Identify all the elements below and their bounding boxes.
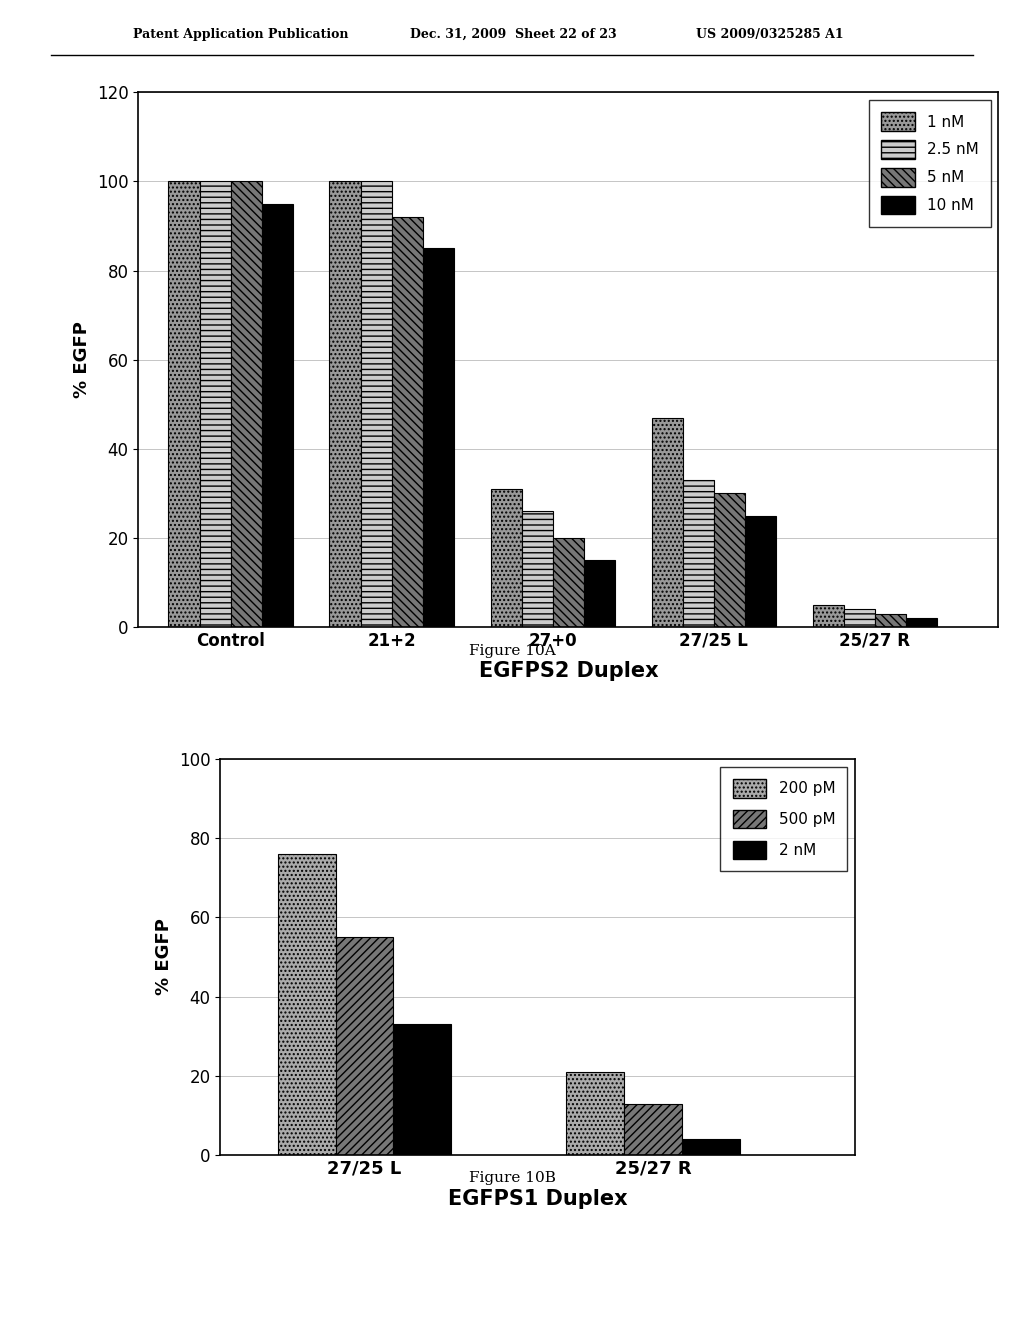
Bar [360, 181, 392, 627]
Bar [714, 494, 744, 627]
Text: Patent Application Publication: Patent Application Publication [133, 28, 348, 41]
Bar [874, 614, 906, 627]
Text: Figure 10B: Figure 10B [469, 1171, 555, 1185]
X-axis label: EGFPS1 Duplex: EGFPS1 Duplex [447, 1189, 628, 1209]
Bar [651, 417, 683, 627]
Bar [490, 488, 521, 627]
Text: US 2009/0325285 A1: US 2009/0325285 A1 [696, 28, 844, 41]
Bar [813, 605, 844, 627]
Text: Figure 10A: Figure 10A [469, 644, 555, 659]
Bar [566, 1072, 625, 1155]
Y-axis label: % EGFP: % EGFP [156, 919, 173, 995]
Bar [392, 216, 423, 627]
Legend: 200 pM, 500 pM, 2 nM: 200 pM, 500 pM, 2 nM [721, 767, 848, 871]
Bar [553, 539, 584, 627]
Bar [200, 181, 230, 627]
Bar [330, 181, 360, 627]
Bar [682, 1139, 739, 1155]
Y-axis label: % EGFP: % EGFP [73, 321, 91, 399]
Bar [683, 480, 714, 627]
Bar [230, 181, 262, 627]
Legend: 1 nM, 2.5 nM, 5 nM, 10 nM: 1 nM, 2.5 nM, 5 nM, 10 nM [868, 100, 991, 227]
Bar [625, 1104, 682, 1155]
X-axis label: EGFPS2 Duplex: EGFPS2 Duplex [478, 661, 658, 681]
Bar [423, 248, 454, 627]
Text: Dec. 31, 2009  Sheet 22 of 23: Dec. 31, 2009 Sheet 22 of 23 [410, 28, 616, 41]
Bar [844, 609, 874, 627]
Bar [262, 203, 293, 627]
Bar [278, 854, 336, 1155]
Bar [168, 181, 200, 627]
Bar [336, 937, 393, 1155]
Bar [906, 618, 937, 627]
Bar [521, 511, 553, 627]
Bar [744, 516, 776, 627]
Bar [393, 1024, 451, 1155]
Bar [584, 560, 615, 627]
